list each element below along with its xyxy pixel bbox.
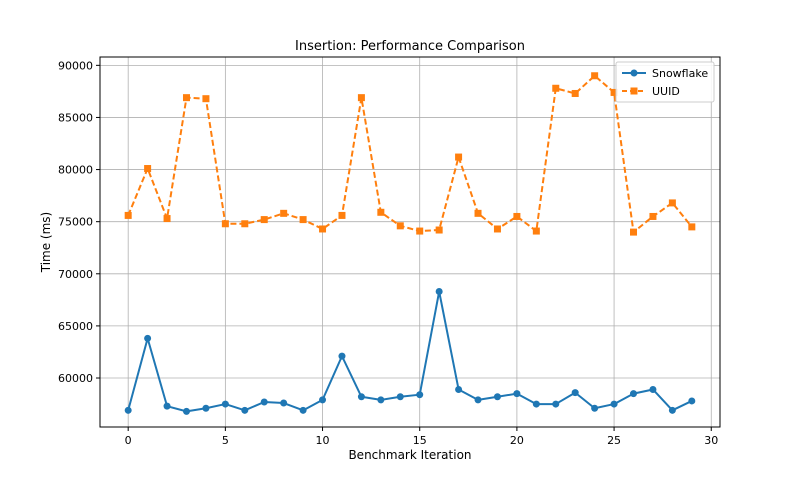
y-tick-label: 90000 <box>58 59 93 72</box>
uuid-point <box>202 95 210 103</box>
legend-marker-snowflake <box>630 69 638 77</box>
snowflake-point <box>144 334 152 342</box>
series-layer <box>124 72 696 415</box>
uuid-point <box>396 222 404 230</box>
uuid-point <box>299 216 307 224</box>
uuid-point <box>377 208 385 216</box>
uuid-point <box>144 165 152 173</box>
x-tick-label: 10 <box>316 434 330 447</box>
x-tick-label: 0 <box>125 434 132 447</box>
snowflake-point <box>668 406 676 414</box>
grid-layer <box>100 57 720 427</box>
snowflake-point <box>202 404 210 412</box>
snowflake-point <box>649 385 657 393</box>
plot-frame <box>99 56 721 428</box>
snowflake-point <box>299 406 307 414</box>
snowflake-point <box>163 402 171 410</box>
x-tick-label: 20 <box>510 434 524 447</box>
uuid-point <box>532 227 540 235</box>
uuid-point <box>221 220 229 228</box>
x-tick-label: 5 <box>222 434 229 447</box>
snowflake-point <box>688 397 696 405</box>
x-tick-label: 15 <box>413 434 427 447</box>
snowflake-point <box>182 407 190 415</box>
snowflake-point <box>241 406 249 414</box>
y-tick-label: 70000 <box>58 268 93 281</box>
uuid-point <box>319 225 327 233</box>
uuid-point <box>280 209 288 217</box>
x-axis-label: Benchmark Iteration <box>348 448 471 462</box>
x-tick-label: 25 <box>607 434 621 447</box>
y-tick-label: 65000 <box>58 320 93 333</box>
uuid-point <box>163 215 171 223</box>
legend-marker-uuid <box>630 87 638 95</box>
uuid-point <box>610 88 618 96</box>
uuid-point <box>668 199 676 207</box>
snowflake-point <box>591 404 599 412</box>
snowflake-point <box>416 391 424 399</box>
snowflake-point <box>221 400 229 408</box>
snowflake-point <box>493 393 501 401</box>
snowflake-point <box>396 393 404 401</box>
uuid-point <box>591 72 599 80</box>
y-tick-label: 75000 <box>58 216 93 229</box>
legend: Snowflake UUID <box>615 61 715 103</box>
uuid-point <box>260 216 268 224</box>
snowflake-point <box>571 389 579 397</box>
plot-area <box>100 57 720 427</box>
snowflake-point <box>630 390 638 398</box>
snowflake-point <box>357 393 365 401</box>
legend-label-snowflake: Snowflake <box>652 67 708 80</box>
snowflake-point <box>435 288 443 296</box>
uuid-point <box>357 94 365 102</box>
uuid-point <box>571 89 579 97</box>
snowflake-point <box>610 400 618 408</box>
uuid-point <box>513 212 521 220</box>
tick-layer: 0 5 10 15 20 25 30 60000 65000 70000 75000 80000 850… <box>58 59 718 447</box>
legend-label-uuid: UUID <box>652 85 680 98</box>
snowflake-point <box>532 400 540 408</box>
y-tick-label: 60000 <box>58 372 93 385</box>
chart-title: Insertion: Performance Comparison <box>295 39 525 54</box>
uuid-point <box>338 211 346 219</box>
uuid-point <box>124 211 132 219</box>
snowflake-point <box>280 399 288 407</box>
snowflake-point <box>260 398 268 406</box>
x-tick-label: 30 <box>704 434 718 447</box>
snowflake-point <box>124 406 132 414</box>
uuid-point <box>649 212 657 220</box>
y-tick-label: 80000 <box>58 164 93 177</box>
snowflake-point <box>513 390 521 398</box>
uuid-point <box>182 94 190 102</box>
y-tick-label: 85000 <box>58 111 93 124</box>
uuid-point <box>688 223 696 231</box>
uuid-point <box>552 84 560 92</box>
uuid-point <box>435 226 443 234</box>
uuid-point <box>474 209 482 217</box>
snowflake-point <box>377 396 385 404</box>
uuid-point <box>630 228 638 236</box>
snowflake-point <box>338 352 346 360</box>
y-axis-label: Time (ms) <box>39 212 53 274</box>
snowflake-point <box>552 400 560 408</box>
snowflake-point <box>319 396 327 404</box>
uuid-point <box>241 220 249 228</box>
uuid-point <box>493 225 501 233</box>
uuid-point <box>455 153 463 161</box>
snowflake-point <box>455 385 463 393</box>
uuid-point <box>416 227 424 235</box>
snowflake-point <box>474 396 482 404</box>
